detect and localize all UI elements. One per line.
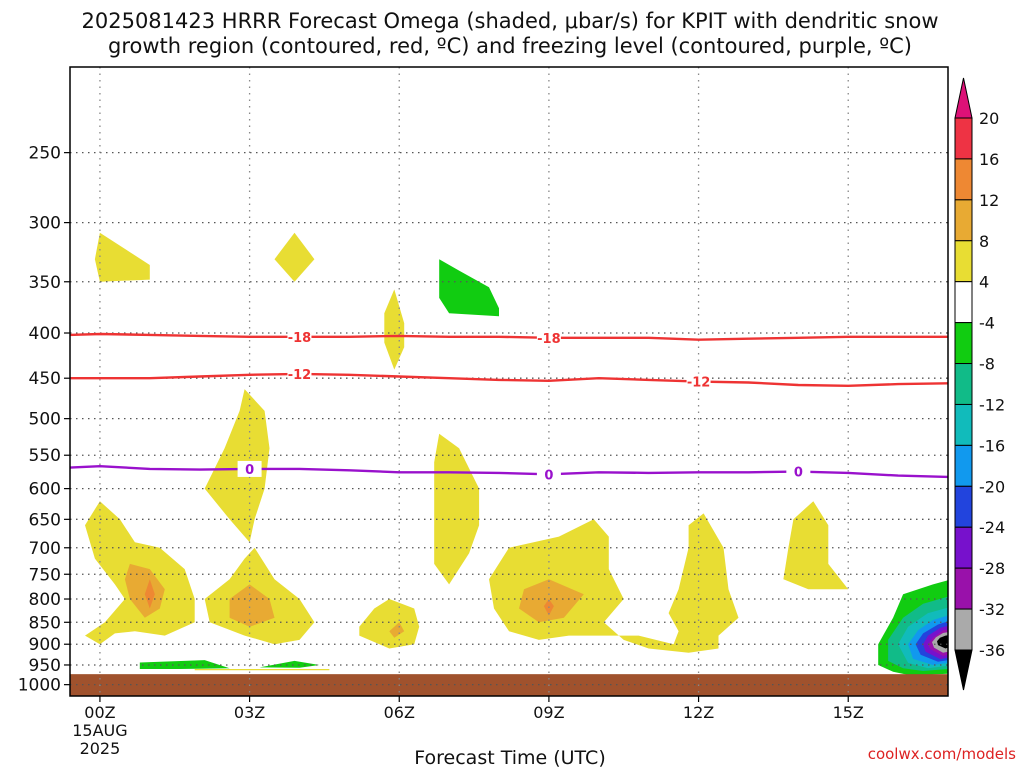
footer-credit: coolwx.com/models <box>868 745 1016 763</box>
contour-line-3 <box>70 464 948 479</box>
colorbar-swatch-12 <box>954 567 973 610</box>
colorbar-label-9: -16 <box>979 436 1005 455</box>
y-tick-label-350: 350 <box>29 273 61 293</box>
contour-label-2-2: -12 <box>687 376 711 391</box>
colorbar-under-arrow <box>954 649 973 691</box>
omega-region-3 <box>384 289 405 370</box>
contour-label-3-1: 0 <box>245 463 254 478</box>
y-tick-label-300: 300 <box>29 214 61 234</box>
axes: 2503003504004505005506006507007508008509… <box>18 66 949 758</box>
colorbar-label-3: 12 <box>979 191 999 210</box>
contour-label-bg-1-2 <box>536 329 561 346</box>
colorbar-swatch-8 <box>954 403 973 446</box>
contour-label-bg-2-1 <box>287 365 312 382</box>
y-tick-label-1000: 1000 <box>18 676 61 696</box>
y-tick-label-500: 500 <box>29 410 61 430</box>
x-tick-label-3-1: 03Z <box>234 703 265 722</box>
plot-frame <box>69 66 949 697</box>
colorbar-label-14: -36 <box>979 641 1005 660</box>
x-tick-label-0-2: 15AUG <box>72 721 127 740</box>
y-tick-label-950: 950 <box>29 656 61 676</box>
colorbar-swatch-7 <box>954 363 973 405</box>
omega-region-9 <box>359 599 420 649</box>
contour-label-3-3: 0 <box>794 466 803 481</box>
colorbar-label-11: -24 <box>979 518 1005 537</box>
omega-region-16 <box>519 579 584 623</box>
contour-label-bg-3-1 <box>237 460 262 477</box>
contour-label-bg-1-1 <box>287 328 312 345</box>
colorbar-swatch-3 <box>954 199 973 242</box>
contour-label-1-2: -18 <box>537 332 561 347</box>
colorbar-swatch-9 <box>954 444 973 487</box>
colorbar-swatch-1 <box>954 117 973 160</box>
x-tick-label-6-1: 06Z <box>384 703 415 722</box>
colorbar-label-13: -32 <box>979 600 1005 619</box>
contour-line-1 <box>70 332 948 341</box>
x-tick-label-12-1: 12Z <box>683 703 714 722</box>
colorbar-swatch-11 <box>954 526 973 569</box>
colorbar-label-10: -20 <box>979 477 1005 496</box>
contour-label-bg-3-3 <box>786 463 811 480</box>
colorbar-label-12: -28 <box>979 559 1005 578</box>
omega-region-11 <box>783 501 849 590</box>
contour-label-1-1: -18 <box>288 331 312 346</box>
y-tick-label-400: 400 <box>29 324 61 344</box>
colorbar-label-7: -8 <box>979 355 995 374</box>
y-tick-label-250: 250 <box>29 144 61 164</box>
omega-region-20 <box>259 660 320 668</box>
colorbar-label-6: -4 <box>979 314 995 333</box>
y-tick-label-750: 750 <box>29 565 61 585</box>
plot-clip-group: -18 -18 -12 -12 0 0 0 <box>70 67 948 696</box>
y-tick-label-450: 450 <box>29 369 61 389</box>
colorbar-label-4: 8 <box>979 232 989 251</box>
omega-region-14 <box>229 584 275 627</box>
x-tick-label-0-1: 00Z <box>84 703 115 722</box>
x-tick-label-9-1: 09Z <box>533 703 564 722</box>
omega-region-2 <box>274 232 315 282</box>
colorbar-swatch-2 <box>954 158 973 201</box>
chart-title-line-1: 2025081423 HRRR Forecast Omega (shaded, … <box>82 9 939 33</box>
colorbar-swatch-10 <box>954 485 973 528</box>
colorbar: 20 16 12 8 4 -4 -8 -12 -16 -20 -24 -28 -32 -36 <box>954 77 1005 691</box>
plot-area: -18 -18 -12 -12 0 0 0 <box>70 67 948 696</box>
colorbar-swatch-4 <box>954 240 973 283</box>
y-tick-label-700: 700 <box>29 539 61 559</box>
y-tick-label-650: 650 <box>29 510 61 530</box>
omega-region-12 <box>194 669 330 671</box>
omega-region-4 <box>439 259 499 317</box>
contour-label-2-1: -12 <box>288 368 312 383</box>
omega-region-13 <box>124 563 165 618</box>
colorbar-label-8: -12 <box>979 395 1005 414</box>
omega-region-17 <box>144 579 155 609</box>
y-tick-label-550: 550 <box>29 446 61 466</box>
y-tick-label-850: 850 <box>29 613 61 633</box>
omega-region-29 <box>937 635 948 649</box>
omega-region-15 <box>389 622 405 638</box>
contour-label-3-2: 0 <box>544 468 553 483</box>
x-tick-label-0-3: 2025 <box>80 739 121 758</box>
contour-label-bg-2-2 <box>686 373 711 390</box>
chart-title: 2025081423 HRRR Forecast Omega (shaded, … <box>82 9 939 58</box>
omega-region-5 <box>204 389 270 543</box>
contour-line-2 <box>70 372 948 388</box>
colorbar-label-1: 20 <box>979 109 999 128</box>
omega-region-6 <box>434 433 480 585</box>
omega-region-10 <box>489 513 739 653</box>
colorbar-swatch-5 <box>954 281 973 324</box>
colorbar-over-arrow <box>954 77 973 119</box>
x-tick-label-15-1: 15Z <box>833 703 864 722</box>
omega-region-1 <box>94 232 150 282</box>
chart-title-line-2: growth region (contoured, red, ºC) and f… <box>108 34 912 58</box>
contour-label-bg-3-2 <box>536 466 561 483</box>
x-axis-label: Forecast Time (UTC) <box>414 747 605 768</box>
y-tick-label-600: 600 <box>29 480 61 500</box>
colorbar-label-2: 16 <box>979 150 999 169</box>
y-tick-label-800: 800 <box>29 590 61 610</box>
colorbar-swatch-6 <box>954 322 973 365</box>
colorbar-label-5: 4 <box>979 273 989 292</box>
y-tick-label-900: 900 <box>29 635 61 655</box>
colorbar-swatch-13 <box>954 608 973 651</box>
